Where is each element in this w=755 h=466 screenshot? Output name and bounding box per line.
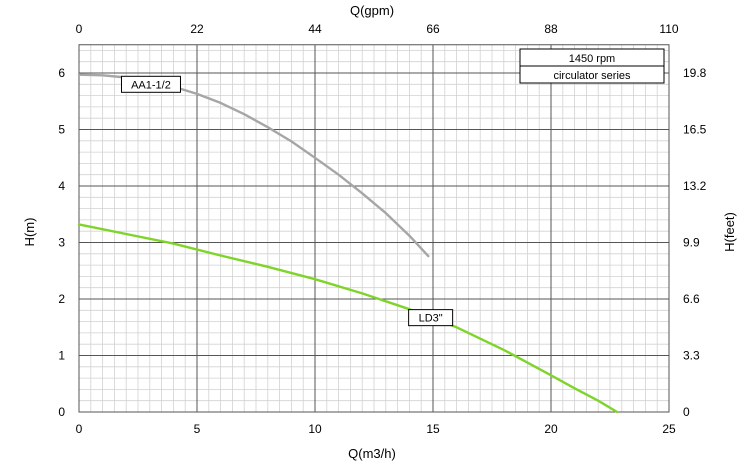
y-tick-label: 6 <box>58 66 65 80</box>
rpm-text: 1450 rpm <box>569 53 615 65</box>
x-tick-label: 15 <box>426 422 440 436</box>
plot-frame <box>78 44 670 413</box>
ticks-layer: 0 5 10 15 20 25 0 22 44 66 88 110 0 1 2 3 4 5 6 0 3.3 6.6 9.9 1… <box>58 22 706 436</box>
series-box <box>519 65 665 84</box>
series-label-1: LD3" <box>419 313 443 325</box>
y2-tick-label: 13.2 <box>683 179 707 193</box>
x-tick-label: 25 <box>662 422 676 436</box>
x2-tick-label: 0 <box>76 22 83 36</box>
x-tick-label: 5 <box>194 422 201 436</box>
y2-tick-label: 3.3 <box>683 349 700 363</box>
y-tick-label: 4 <box>58 179 65 193</box>
x2-tick-label: 44 <box>308 22 322 36</box>
series-label-0: AA1-1/2 <box>131 79 171 91</box>
y2-axis-title: H(feet) <box>722 212 737 252</box>
x2-axis-title: Q(gpm) <box>350 3 394 18</box>
x2-tick-label: 22 <box>190 22 204 36</box>
y-tick-label: 1 <box>58 349 65 363</box>
y-tick-label: 2 <box>58 292 65 306</box>
x-tick-label: 0 <box>76 422 83 436</box>
minor-grid <box>78 44 670 413</box>
y-tick-label: 3 <box>58 236 65 250</box>
y2-tick-label: 16.5 <box>683 123 707 137</box>
series-layer <box>77 73 619 414</box>
y2-tick-label: 19.8 <box>683 66 707 80</box>
x-tick-label: 20 <box>544 422 558 436</box>
x2-tick-label: 110 <box>659 22 678 36</box>
x-axis-title: Q(m3/h) <box>348 446 396 461</box>
y-axis-title: H(m) <box>22 218 37 247</box>
series-label-box-1 <box>408 309 454 327</box>
x2-tick-label: 88 <box>544 22 558 36</box>
y2-tick-label: 6.6 <box>683 292 700 306</box>
series-line-0 <box>77 73 430 258</box>
y2-tick-label: 0 <box>683 405 690 419</box>
x-tick-label: 10 <box>308 422 322 436</box>
rpm-legend-box: 1450 rpm circulator series <box>519 48 665 84</box>
series-labels: AA1-1/2 LD3" <box>120 75 454 327</box>
x2-tick-label: 66 <box>426 22 440 36</box>
y2-tick-label: 9.9 <box>683 236 700 250</box>
y-tick-label: 5 <box>58 123 65 137</box>
y-tick-label: 0 <box>58 405 65 419</box>
series-line-1 <box>77 223 619 414</box>
series-text: circulator series <box>553 70 631 82</box>
series-label-box-0 <box>120 75 181 93</box>
